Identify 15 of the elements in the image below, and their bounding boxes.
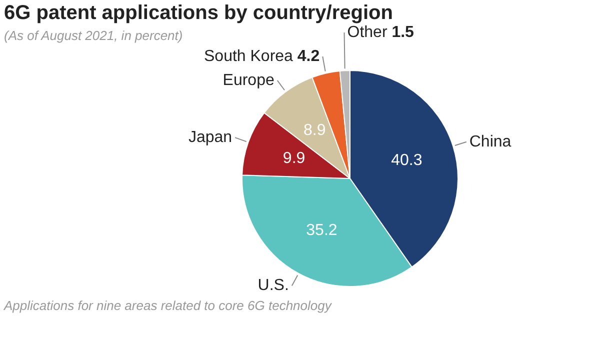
slice-label: Europe bbox=[222, 72, 274, 89]
data-label: 9.9 bbox=[282, 150, 306, 167]
slice-label: Japan bbox=[188, 128, 232, 146]
slice-label: U.S. bbox=[258, 277, 289, 294]
data-label: 4.2 bbox=[297, 48, 320, 65]
data-label: 40.3 bbox=[391, 152, 422, 170]
text: Applications for nine areas related to core 6G technology bbox=[4, 298, 332, 314]
slice-label: South Korea bbox=[204, 48, 298, 65]
chart-subtitle: (As of August 2021, in percent) bbox=[4, 28, 183, 43]
data-label: 35.2 bbox=[306, 222, 338, 240]
data-label: 1.5 bbox=[392, 24, 414, 41]
data-label: 8.9 bbox=[304, 122, 326, 140]
slice-label: China bbox=[469, 133, 512, 150]
slice-label: Other bbox=[347, 24, 392, 41]
chart-title: 6G patent applications by country/region bbox=[4, 2, 393, 25]
